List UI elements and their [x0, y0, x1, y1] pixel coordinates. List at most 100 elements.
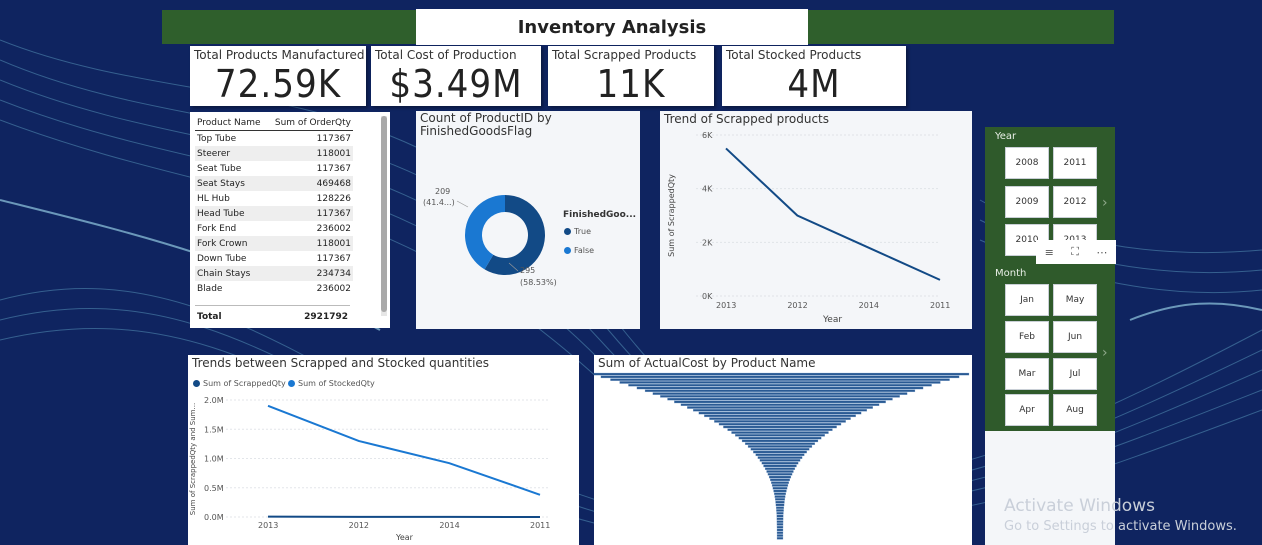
month-button-may[interactable]: May	[1053, 284, 1097, 316]
table-row[interactable]: HL Hub 128226	[195, 191, 353, 206]
column-header-order-qty[interactable]: Sum of OrderQty	[267, 118, 353, 131]
funnel-bar	[741, 439, 819, 443]
year-button-2008[interactable]: 2008	[1005, 147, 1049, 179]
table-row[interactable]: Seat Tube 117367	[195, 161, 353, 176]
legend-label: False	[574, 246, 595, 255]
table-row[interactable]: Blade 236002	[195, 281, 353, 296]
table-total-label: Total	[197, 312, 222, 322]
kpi-value: 72.59K	[214, 62, 342, 106]
funnel-bar	[771, 481, 789, 484]
table-row[interactable]: Chain Stays 234734	[195, 266, 353, 281]
month-button-feb[interactable]: Feb	[1005, 321, 1049, 353]
funnel-bar	[660, 395, 900, 398]
funnel-bar	[776, 534, 784, 537]
funnel-bar	[776, 531, 784, 534]
table-row[interactable]: Down Tube 117367	[195, 251, 353, 266]
month-button-jan[interactable]: Jan	[1005, 284, 1049, 316]
month-button-jul[interactable]: Jul	[1053, 358, 1097, 390]
funnel-bar	[753, 450, 807, 454]
table-header-row: Product Name Sum of OrderQty	[195, 118, 353, 131]
year-slicer-next-icon[interactable]: ›	[1102, 195, 1108, 211]
table-row[interactable]: Fork End 236002	[195, 221, 353, 236]
funnel-bar	[775, 503, 785, 507]
funnel-bar	[750, 448, 810, 451]
slicer-panel-footer	[985, 431, 1115, 545]
table-cell-product-name: Down Tube	[197, 254, 247, 264]
actualcost-visual[interactable]: Sum of ActualCost by Product Name	[594, 355, 972, 545]
legend-item-true[interactable]: True	[564, 227, 591, 236]
funnel-bar	[768, 475, 792, 479]
funnel-bar	[763, 464, 797, 468]
page-title: Inventory Analysis	[416, 9, 808, 45]
x-tick-label: 2011	[530, 521, 550, 530]
kpi-card-stocked-products[interactable]: Total Stocked Products 4M	[722, 46, 906, 106]
table-row[interactable]: Top Tube 117367	[195, 131, 353, 147]
table-cell-order-qty: 117367	[316, 209, 351, 219]
funnel-bar	[773, 492, 787, 496]
table-row[interactable]: Steerer 118001	[195, 146, 353, 161]
kpi-card-scrapped-products[interactable]: Total Scrapped Products 11K	[548, 46, 714, 106]
scrapped-stocked-chart: 2.0M 1.5M 1.0M 0.5M 0.0M 2013 2012 2014 2011	[204, 396, 550, 530]
year-button-2011[interactable]: 2011	[1053, 147, 1097, 179]
donut-chart-visual[interactable]: Count of ProductID by FinishedGoodsFlag …	[416, 111, 640, 329]
funnel-bar	[718, 422, 842, 426]
month-button-mar[interactable]: Mar	[1005, 358, 1049, 390]
year-button-2012[interactable]: 2012	[1053, 186, 1097, 218]
donut-title: Count of ProductID by FinishedGoodsFlag	[420, 112, 552, 138]
table-cell-order-qty: 117367	[316, 164, 351, 174]
funnel-bar	[755, 453, 805, 457]
funnel-bar	[776, 537, 784, 540]
funnel-bar	[652, 392, 908, 395]
funnel-bar	[773, 489, 787, 493]
funnel-bar	[667, 397, 893, 401]
funnel-bar	[731, 431, 829, 434]
column-header-product-name[interactable]: Product Name	[195, 118, 268, 131]
visual-header-toolbar: ≡ ⛶ ⋯	[1036, 240, 1116, 264]
table-scrollbar-track[interactable]	[381, 116, 387, 316]
scrapped-trend-title: Trend of Scrapped products	[664, 112, 829, 126]
table-cell-order-qty: 236002	[316, 284, 351, 294]
scrapped-trend-xlabel: Year	[823, 315, 843, 325]
month-slicer-next-icon[interactable]: ›	[1102, 345, 1108, 361]
table-cell-order-qty: 118001	[316, 149, 351, 159]
table-cell-order-qty: 234734	[316, 269, 351, 279]
product-table: Product Name Sum of OrderQty Top Tube 117…	[195, 118, 353, 296]
table-cell-order-qty: 117367	[316, 134, 351, 144]
funnel-bar	[619, 381, 941, 384]
x-tick-label: 2012	[787, 301, 807, 310]
month-button-jun[interactable]: Jun	[1053, 321, 1097, 353]
kpi-label: Total Products Manufactured	[194, 48, 365, 62]
activate-windows-hint: Go to Settings to activate Windows.	[1004, 519, 1237, 534]
table-row[interactable]: Seat Stays 469468	[195, 176, 353, 191]
table-scrollbar-thumb[interactable]	[381, 116, 387, 312]
month-button-aug[interactable]: Aug	[1053, 394, 1097, 426]
focus-mode-icon[interactable]: ⛶	[1071, 245, 1079, 258]
funnel-bar	[727, 428, 833, 431]
table-row[interactable]: Head Tube 117367	[195, 206, 353, 221]
year-button-2009[interactable]: 2009	[1005, 186, 1049, 218]
month-button-apr[interactable]: Apr	[1005, 394, 1049, 426]
funnel-bar	[610, 378, 950, 381]
funnel-bar	[680, 403, 880, 406]
scrapped-trend-visual[interactable]: Trend of Scrapped products 6K 4K 2K 0K 2013 2…	[660, 111, 972, 329]
legend-item-scrapped[interactable]: Sum of ScrappedQty	[193, 379, 286, 388]
funnel-bar	[714, 420, 846, 423]
kpi-value: 4M	[787, 62, 841, 106]
kpi-card-total-products[interactable]: Total Products Manufactured 72.59K	[190, 46, 366, 106]
legend-item-false[interactable]: False	[564, 246, 594, 255]
funnel-bar	[687, 406, 873, 409]
more-options-icon[interactable]: ⋯	[1096, 245, 1108, 259]
y-tick-label: 0.5M	[204, 484, 224, 493]
legend-item-stocked[interactable]: Sum of StockedQty	[288, 379, 375, 388]
funnel-bar	[704, 414, 856, 418]
kpi-card-cost-of-production[interactable]: Total Cost of Production $3.49M	[371, 46, 541, 106]
table-cell-product-name: Steerer	[197, 149, 231, 159]
kpi-label: Total Cost of Production	[375, 48, 517, 62]
table-row[interactable]: Fork Crown 118001	[195, 236, 353, 251]
kpi-label: Total Stocked Products	[726, 48, 862, 62]
scrapped-stocked-trend-visual[interactable]: Trends between Scrapped and Stocked quan…	[188, 355, 579, 545]
donut-title-line1: Count of ProductID by	[420, 111, 552, 125]
product-table-visual[interactable]: Product Name Sum of OrderQty Top Tube 117…	[190, 112, 390, 328]
filter-icon[interactable]: ≡	[1044, 245, 1054, 259]
